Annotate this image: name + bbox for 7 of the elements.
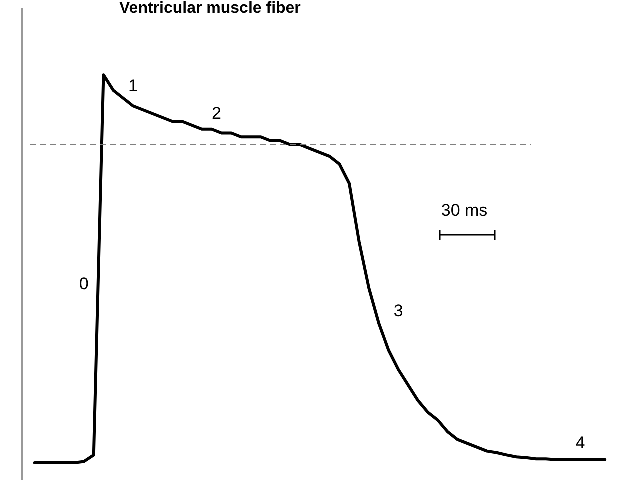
annotation: 4: [576, 434, 586, 453]
annotation: 0: [79, 274, 89, 294]
annotation: 3: [394, 302, 404, 321]
annotation: 2: [212, 104, 222, 123]
annotation: 30 ms: [441, 200, 488, 220]
annotation: 1: [128, 76, 138, 96]
chart-title: Ventricular muscle fiber: [120, 0, 301, 17]
